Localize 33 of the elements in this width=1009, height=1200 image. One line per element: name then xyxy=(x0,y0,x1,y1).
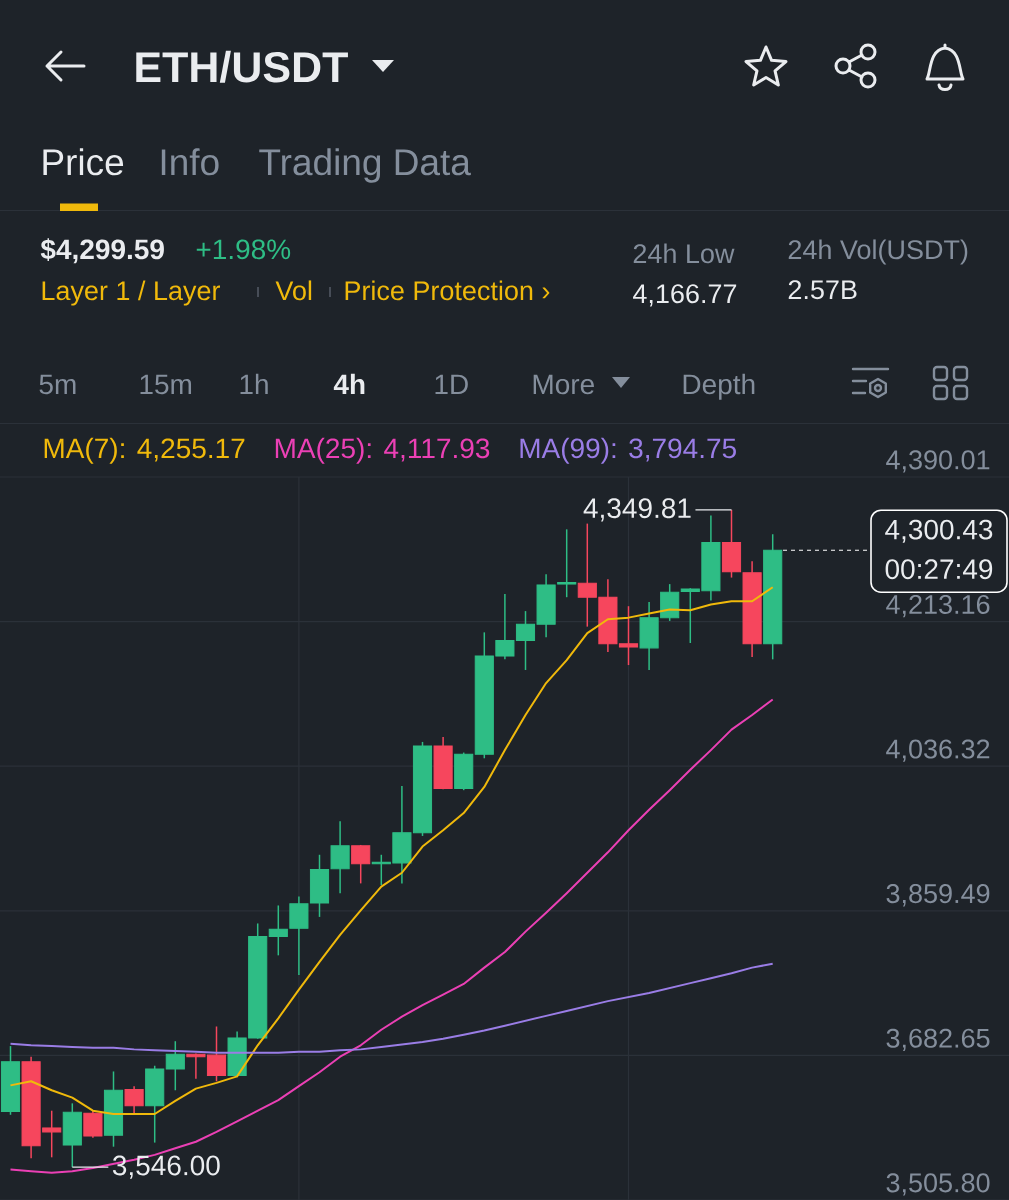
text: 15m xyxy=(140,374,192,395)
text: Depth xyxy=(683,373,755,400)
y-tick-label: 4,213.16 xyxy=(886,594,990,618)
annotation: 4,349.81 xyxy=(583,498,691,522)
text: 1D xyxy=(435,374,468,394)
text: +1.98% xyxy=(196,239,291,260)
text: Price xyxy=(43,148,124,176)
text: Price Protection › xyxy=(345,280,550,301)
y-tick-label: 4,390.01 xyxy=(886,450,990,473)
text: Vol xyxy=(275,280,312,301)
text: 2.57B xyxy=(788,280,857,300)
text: More xyxy=(533,374,594,395)
annotation: 3,546.00 xyxy=(112,1155,220,1179)
y-tick-label: 3,859.49 xyxy=(886,884,990,907)
text: $4,299.59 xyxy=(40,238,164,264)
y-tick-label: 3,505.80 xyxy=(886,1173,990,1196)
ref-line-label: 4,300.43 xyxy=(885,519,993,543)
text: Layer 1 / Layer xyxy=(42,280,220,306)
text: MA(25): 4,117.93 xyxy=(275,437,490,464)
text: 24h Low xyxy=(633,243,735,264)
text: Info xyxy=(161,148,219,176)
chart-title: ETH/USDT xyxy=(136,50,348,83)
y-tick-label: 4,036.32 xyxy=(886,739,990,762)
text: 5m xyxy=(39,374,76,395)
text: 1h xyxy=(240,373,268,394)
y-tick-label: 3,682.65 xyxy=(886,1028,990,1051)
text: 00:27:49 xyxy=(885,559,993,580)
text: MA(99): 3,794.75 xyxy=(520,437,736,464)
text: 4,166.77 xyxy=(633,284,737,307)
text: MA(7): 4,255.17 xyxy=(44,437,245,464)
text: 4h xyxy=(333,373,365,394)
text: Trading Data xyxy=(259,148,471,183)
text: 24h Vol(USDT) xyxy=(788,239,968,265)
